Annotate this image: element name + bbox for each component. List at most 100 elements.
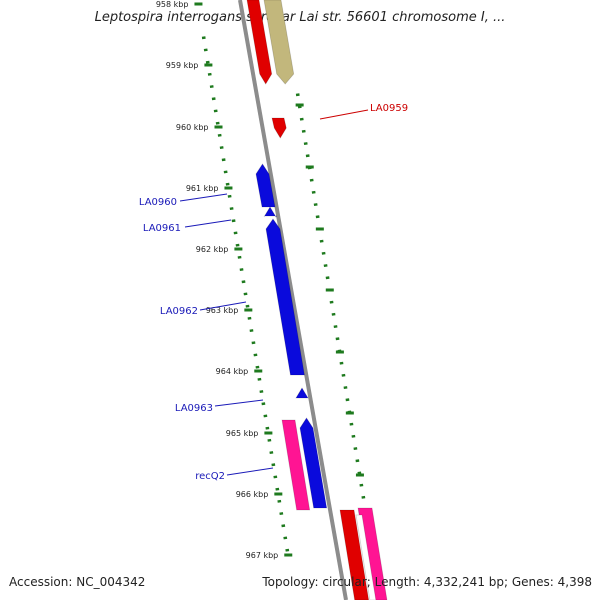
gene-label[interactable]: recQ2	[195, 471, 225, 482]
tick-label: 959 kbp	[166, 61, 199, 70]
gene-feature-la0962[interactable]	[265, 218, 305, 376]
tick-track-left-dot	[215, 121, 220, 125]
tick-track-left-dot	[261, 402, 266, 406]
tick-track-left-dot	[259, 390, 264, 393]
tick-track-right-dot	[341, 373, 346, 377]
tick-track-right-dot	[309, 178, 314, 182]
tick-track-right-dot	[311, 190, 316, 194]
tick-track-left-dot	[227, 194, 232, 198]
tick-track-right-dot	[343, 386, 348, 389]
gene-label[interactable]: LA0961	[143, 223, 181, 234]
genome-stats-label: Topology: circular; Length: 4,332,241 bp…	[262, 575, 592, 589]
tick-label: 958 kbp	[156, 0, 189, 9]
tick-track-left-dot	[221, 158, 226, 162]
tick-track-left-dot	[233, 231, 238, 235]
tick-track-right-dot	[331, 312, 336, 316]
tick-track-right-dot	[315, 215, 320, 219]
tick-track-left-dot	[283, 536, 288, 540]
tick-track-left-dot	[237, 255, 242, 259]
tick-label: 966 kbp	[236, 490, 269, 499]
gene-feature-recq2[interactable]	[281, 419, 311, 511]
tick-track-left-dot	[271, 463, 276, 467]
backbone-line	[238, 0, 348, 600]
tick-track-right-dot	[305, 154, 310, 158]
tick-label: 964 kbp	[216, 367, 249, 376]
tick-track-left-dot	[247, 316, 252, 320]
tick-track-left-dot	[269, 451, 274, 454]
tick-track-right-dot	[323, 264, 328, 267]
tick-track-right-dot	[349, 422, 354, 426]
tick-track-left-dot	[245, 304, 250, 308]
tick-track-right-dot	[353, 447, 358, 450]
gene-feature-red[interactable]	[246, 0, 273, 85]
tick-label: 962 kbp	[196, 245, 229, 254]
tick-track-left-dot	[275, 487, 280, 491]
tick-track-left-dot	[267, 438, 272, 442]
tick-track-right-dot	[339, 361, 344, 365]
gene-feature-la0963[interactable]	[295, 387, 309, 399]
tick-track-left-dot	[211, 97, 216, 101]
tick-track-right-dot	[303, 142, 308, 145]
gene-label[interactable]: LA0962	[160, 306, 198, 317]
tick-track-right-dot	[321, 251, 326, 255]
tick-track-left-dot	[207, 72, 212, 76]
tick-label: 961 kbp	[186, 184, 219, 193]
tick-track-right-dot	[359, 483, 364, 487]
gene-label-leader	[214, 399, 264, 407]
tick-track-right-dot	[335, 337, 340, 341]
tick-label: 963 kbp	[206, 306, 239, 315]
tick-track-left-dot	[205, 60, 210, 64]
tick-track-right-dot	[357, 471, 362, 475]
gene-feature-la0961[interactable]	[263, 206, 278, 218]
tick-track-left-dot	[281, 524, 286, 528]
gene-label[interactable]: LA0960	[139, 197, 177, 208]
tick-track-left-dot	[277, 499, 282, 503]
tick-track-left-dot	[255, 365, 260, 369]
tick-track-left-dot	[265, 426, 270, 430]
tick-track-left-dot	[251, 341, 256, 345]
tick-track-left-dot	[209, 85, 214, 88]
tick-track-left-dot	[241, 280, 246, 284]
gene-label-leader	[199, 301, 247, 311]
tick-track-right-dot	[329, 300, 334, 304]
gene-label-leader	[226, 467, 274, 476]
tick-track-right-dot	[313, 203, 318, 206]
gene-label[interactable]: LA0963	[175, 403, 213, 414]
tick-track-left-dot	[217, 133, 222, 137]
gene-feature-la0960[interactable]	[255, 163, 276, 208]
tick-track-left-dot	[249, 329, 254, 332]
gene-label-leader	[184, 219, 232, 228]
tick-track-right-dot	[297, 105, 302, 109]
tick-track-left-dot	[203, 48, 208, 52]
tick-track-right-dot	[325, 276, 330, 280]
map-title: Leptospira interrogans serovar Lai str. …	[94, 10, 506, 25]
tick-track-right-dot	[319, 239, 324, 243]
gene-feature-red[interactable]	[339, 509, 370, 600]
tick-track-right-dot	[355, 459, 360, 463]
gene-feature-highlight[interactable]	[355, 514, 377, 600]
tick-track-left-dot	[235, 243, 240, 247]
tick-track-left-dot	[239, 268, 244, 271]
tick-track-right-dot	[361, 495, 366, 499]
gene-feature-khaki[interactable]	[263, 0, 295, 85]
tick-track-right-dot	[345, 398, 350, 402]
tick-track-left-dot	[253, 353, 258, 357]
tick-track-left-dot	[285, 548, 290, 552]
tick-label: 965 kbp	[226, 429, 259, 438]
tick-track-right-dot	[295, 93, 300, 97]
tick-track-left-dot	[229, 207, 234, 210]
tick-track-left-dot	[225, 182, 230, 186]
tick-track-left-dot	[263, 414, 268, 418]
tick-track-right-dot	[299, 117, 304, 121]
tick-track-left-dot	[223, 170, 228, 174]
tick-track-left-dot	[201, 36, 206, 40]
gene-feature-blue[interactable]	[299, 417, 328, 509]
tick-track-right-dot	[333, 325, 338, 328]
gene-feature-la0959[interactable]	[271, 117, 287, 139]
tick-track-left-dot	[273, 475, 278, 479]
gene-label[interactable]: LA0959	[370, 103, 408, 114]
tick-label: 967 kbp	[246, 551, 279, 560]
tick-track-left-dot	[257, 377, 262, 381]
tick-label: 960 kbp	[176, 123, 209, 132]
